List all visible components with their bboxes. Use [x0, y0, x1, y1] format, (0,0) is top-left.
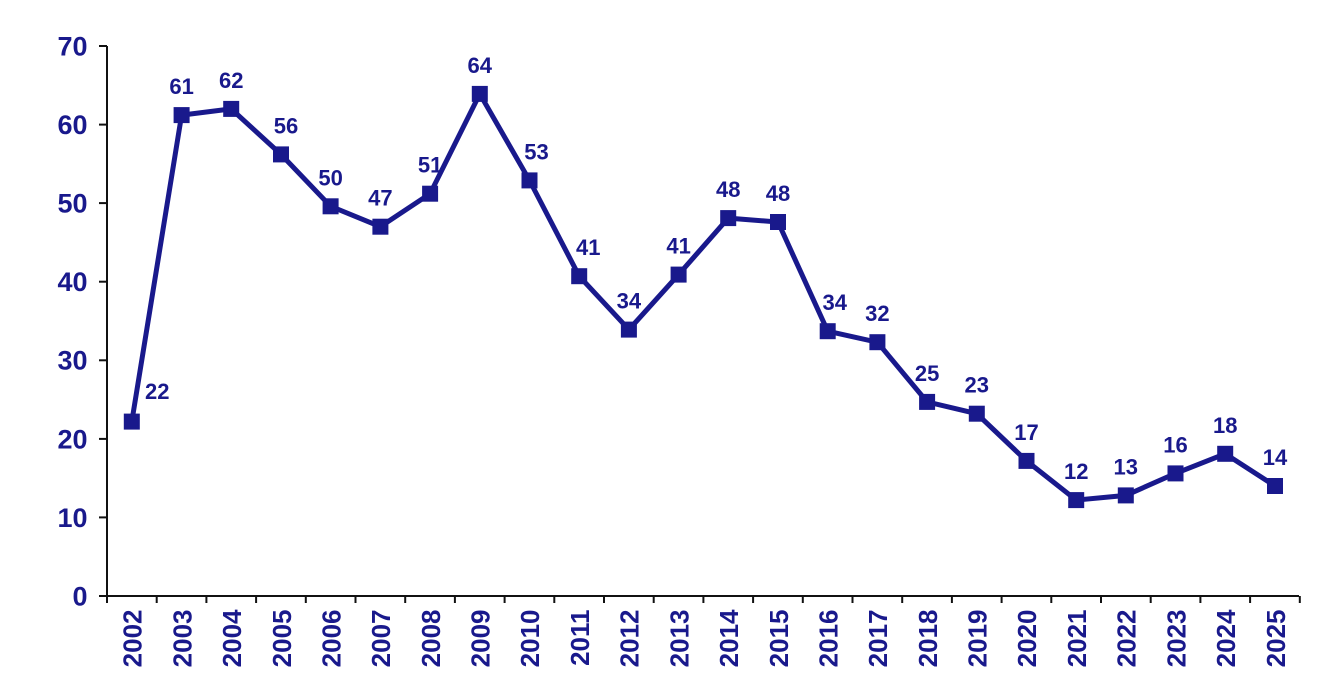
svg-text:2010: 2010: [515, 610, 545, 668]
svg-text:2011: 2011: [565, 610, 595, 666]
svg-text:25: 25: [915, 361, 939, 386]
svg-text:20: 20: [57, 424, 87, 454]
svg-text:41: 41: [666, 234, 690, 259]
svg-text:47: 47: [368, 186, 392, 211]
svg-text:17: 17: [1014, 420, 1038, 445]
svg-text:2017: 2017: [863, 610, 893, 668]
svg-text:12: 12: [1064, 459, 1088, 484]
svg-text:10: 10: [57, 503, 87, 533]
svg-text:48: 48: [716, 177, 740, 202]
svg-text:2022: 2022: [1112, 610, 1142, 668]
svg-text:16: 16: [1163, 432, 1187, 457]
svg-text:53: 53: [524, 139, 548, 164]
svg-text:2018: 2018: [913, 610, 943, 668]
svg-text:61: 61: [169, 74, 193, 99]
svg-text:18: 18: [1213, 413, 1237, 438]
svg-text:64: 64: [468, 53, 493, 78]
svg-text:2021: 2021: [1062, 610, 1092, 668]
svg-text:2013: 2013: [664, 610, 694, 668]
svg-text:13: 13: [1114, 454, 1138, 479]
svg-text:70: 70: [57, 31, 87, 61]
svg-text:41: 41: [576, 235, 600, 260]
svg-text:2005: 2005: [267, 610, 297, 668]
svg-text:2016: 2016: [814, 610, 844, 668]
svg-text:51: 51: [418, 153, 442, 178]
svg-text:50: 50: [57, 189, 87, 219]
svg-text:2024: 2024: [1211, 609, 1241, 667]
svg-text:2014: 2014: [714, 609, 744, 667]
svg-text:22: 22: [145, 379, 169, 404]
svg-text:60: 60: [57, 110, 87, 140]
svg-text:14: 14: [1263, 445, 1288, 470]
svg-text:2003: 2003: [167, 610, 197, 668]
svg-text:23: 23: [965, 373, 989, 398]
svg-text:48: 48: [766, 181, 790, 206]
svg-text:32: 32: [865, 301, 889, 326]
svg-text:30: 30: [57, 346, 87, 376]
svg-text:2007: 2007: [366, 610, 396, 668]
svg-text:34: 34: [617, 289, 642, 314]
svg-text:2015: 2015: [764, 610, 794, 668]
svg-text:40: 40: [57, 267, 87, 297]
svg-text:62: 62: [219, 68, 243, 93]
svg-text:2008: 2008: [416, 610, 446, 668]
svg-text:34: 34: [822, 290, 847, 315]
svg-text:2020: 2020: [1012, 610, 1042, 668]
svg-text:2012: 2012: [615, 610, 645, 668]
svg-text:2019: 2019: [963, 610, 993, 668]
svg-text:56: 56: [274, 113, 298, 138]
svg-text:0: 0: [72, 581, 87, 611]
svg-text:2002: 2002: [118, 610, 148, 668]
svg-text:2004: 2004: [217, 609, 247, 667]
svg-text:50: 50: [318, 165, 342, 190]
svg-text:2023: 2023: [1161, 610, 1191, 668]
svg-text:2025: 2025: [1261, 610, 1291, 668]
svg-text:2009: 2009: [466, 610, 496, 668]
svg-text:2006: 2006: [316, 610, 346, 668]
